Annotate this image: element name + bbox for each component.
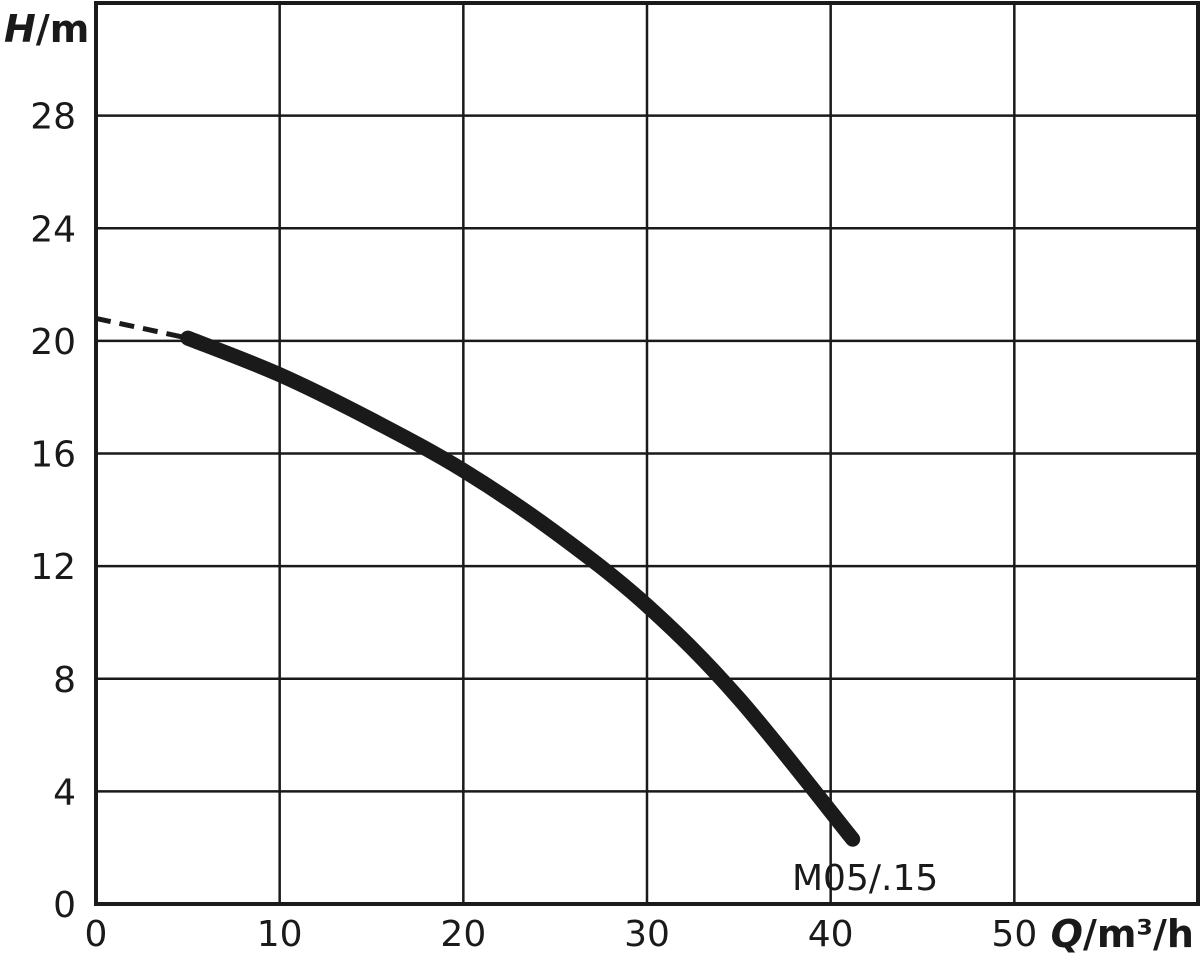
y-tick-label: 20 [30,322,76,363]
x-axis-unit: /m³/h [1083,912,1194,956]
x-axis-variable: Q [1051,912,1083,956]
y-tick-label: 16 [30,435,76,476]
y-tick-label: 4 [53,772,76,813]
x-tick-label: 40 [808,914,854,955]
y-tick-label: 0 [53,885,76,926]
y-axis-variable: H [4,7,36,51]
x-axis-label: Q/m³/h [1051,912,1194,956]
y-tick-label: 8 [53,660,76,701]
series-line [180,330,861,847]
y-axis-unit: /m [36,7,89,51]
y-tick-labels: 0 4 8 12 16 20 24 28 [30,97,76,926]
y-tick-label: 28 [30,97,76,138]
x-tick-label: 50 [991,914,1037,955]
series-extrapolated-line [95,315,189,341]
x-tick-label: 0 [85,914,108,955]
grid-lines [96,3,1198,904]
y-tick-label: 24 [30,209,76,250]
y-tick-label: 12 [30,547,76,588]
x-tick-labels: 0 10 20 30 40 50 [85,914,1038,955]
series-label: M05/.15 [792,858,938,899]
x-tick-label: 10 [257,914,303,955]
series-layer [95,315,861,847]
y-axis-label: H/m [4,7,89,51]
x-tick-label: 20 [440,914,486,955]
plot-frame [94,1,1200,906]
x-tick-label: 30 [624,914,670,955]
